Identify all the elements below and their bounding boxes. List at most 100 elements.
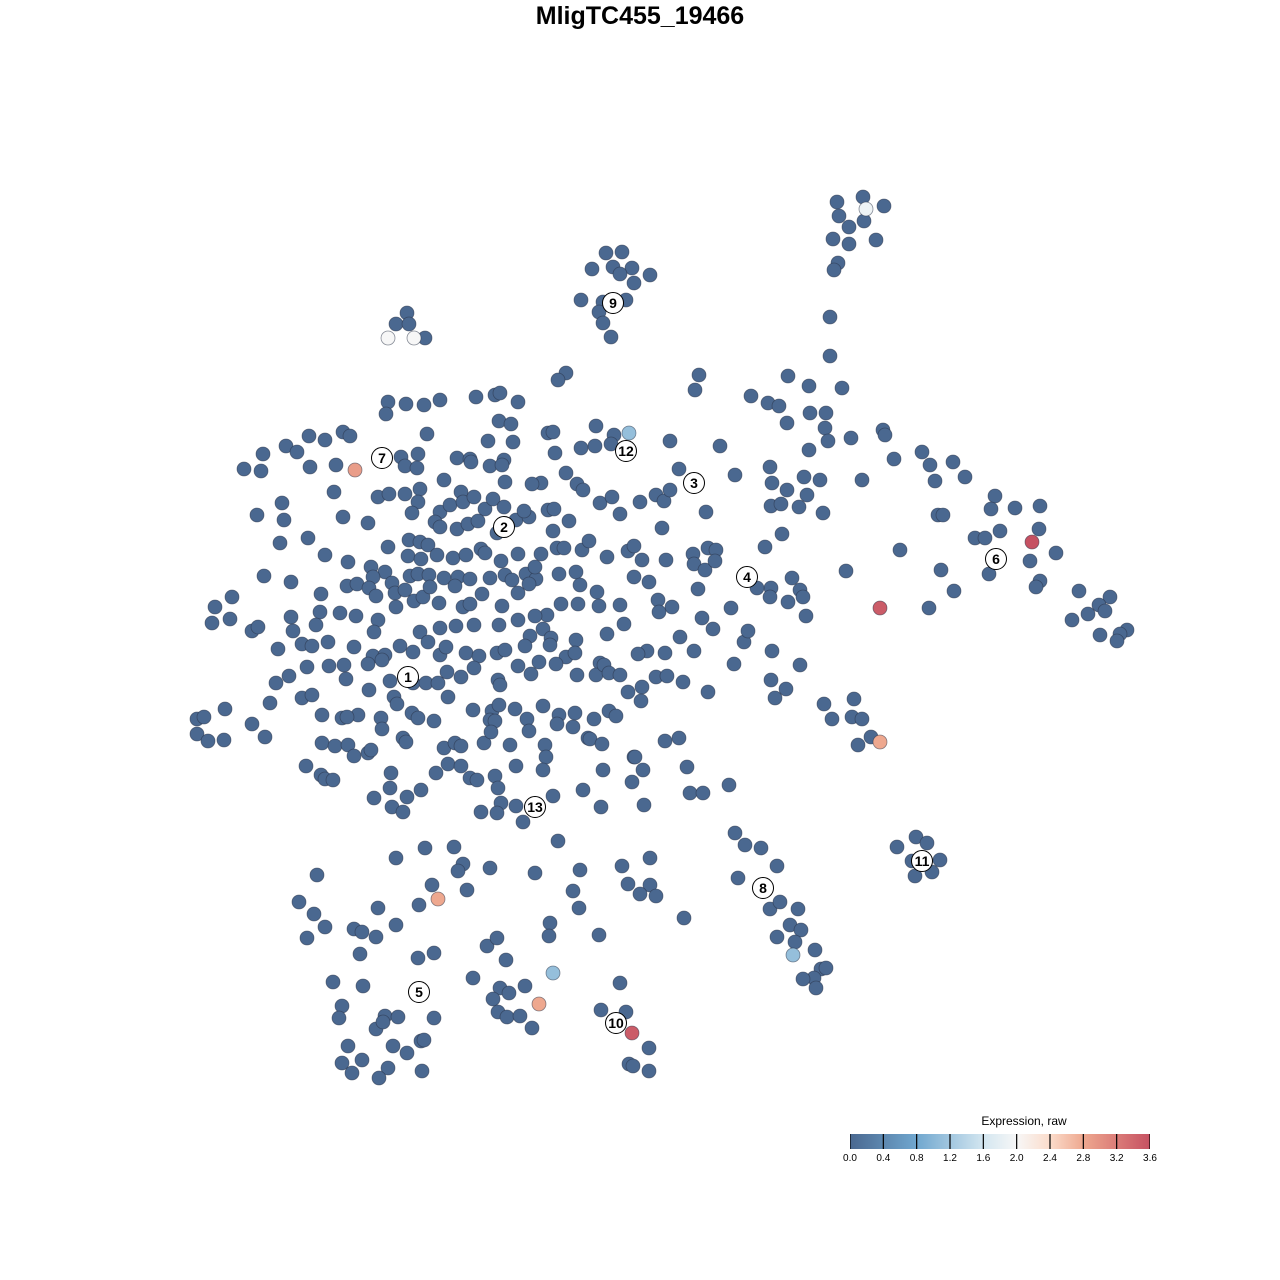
data-point [399,789,415,805]
data-point [524,476,540,492]
data-point [196,709,212,725]
data-point [664,599,680,615]
legend-tick-label: 1.2 [943,1153,957,1164]
cluster-label-text: 12 [618,443,634,459]
legend-tick-label: 1.6 [976,1153,991,1164]
data-point [604,489,620,505]
data-point [570,596,586,612]
data-point [575,782,591,798]
cluster-label-badge [985,548,1007,570]
data-point [346,748,362,764]
data-point [877,427,893,443]
data-point [764,475,780,491]
data-point [222,611,238,627]
data-point [347,462,363,478]
cluster-label: 13 [524,796,546,818]
data-point [919,835,935,851]
cluster-label-badge [752,877,774,899]
data-point [561,513,577,529]
data-point [892,542,908,558]
cluster-label-badge [524,796,546,818]
data-point [272,535,288,551]
data-point [542,637,558,653]
data-point [448,618,464,634]
data-point [1048,545,1064,561]
data-point [1109,633,1125,649]
data-point [430,675,446,691]
data-point [635,762,651,778]
data-point [987,488,1003,504]
cluster-label-text: 3 [690,475,698,491]
data-point [317,432,333,448]
data-point [636,797,652,813]
data-point [334,1055,350,1071]
data-point [399,1045,415,1061]
data-point [801,442,817,458]
data-point [309,867,325,883]
data-point [588,418,604,434]
cluster-label-badge [408,981,430,1003]
data-point [625,1058,641,1074]
data-point [378,406,394,422]
data-point [508,798,524,814]
data-point [508,758,524,774]
data-point [933,562,949,578]
data-point [705,621,721,637]
data-point [370,900,386,916]
data-point [302,459,318,475]
data-point [436,472,452,488]
data-point [501,985,517,1001]
data-point [497,642,513,658]
data-point [771,398,787,414]
data-point [595,315,611,331]
data-point [413,551,429,567]
data-point [595,762,611,778]
data-point [682,785,698,801]
data-point [687,382,703,398]
data-point [374,652,390,668]
data-point [505,434,521,450]
data-point [400,548,416,564]
data-point [573,440,589,456]
data-point [510,658,526,674]
data-point [489,805,505,821]
data-point [591,927,607,943]
data-point [414,1063,430,1079]
data-point [795,971,811,987]
data-point [404,505,420,521]
data-point [244,716,260,732]
data-point [398,396,414,412]
data-point [268,675,284,691]
cluster-label: 8 [752,877,774,899]
data-point [410,446,426,462]
data-point [531,654,547,670]
data-point [632,494,648,510]
data-point [256,568,272,584]
data-point [216,732,232,748]
data-point [545,523,561,539]
cluster-label-text: 5 [415,984,423,1000]
data-point [662,433,678,449]
data-point [479,938,495,954]
data-point [829,194,845,210]
data-point [327,738,343,754]
data-point [432,392,448,408]
data-point [257,729,273,745]
data-point [740,623,756,639]
data-point [1064,612,1080,628]
data-point [517,638,533,654]
data-point [633,693,649,709]
data-point [727,825,743,841]
data-point [594,736,610,752]
data-point [413,782,429,798]
data-point [426,1010,442,1026]
data-point [535,698,551,714]
data-point [780,594,796,610]
data-point [388,599,404,615]
data-point [808,980,824,996]
data-point [545,424,561,440]
data-point [763,672,779,688]
data-point [224,589,240,605]
data-point [485,491,501,507]
